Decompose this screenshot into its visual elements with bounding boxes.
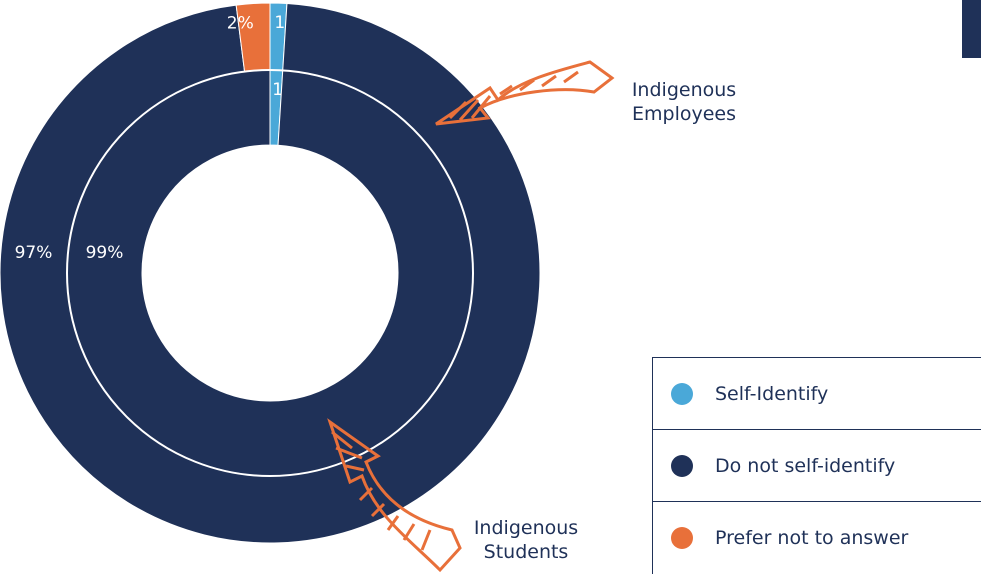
legend-item: Do not self-identify	[653, 430, 981, 502]
corner-tab	[962, 0, 981, 58]
legend-item: Self-Identify	[653, 358, 981, 430]
legend-swatch	[671, 527, 693, 549]
legend-label: Self-Identify	[715, 382, 829, 405]
rings: 1%97%2%1%99%	[0, 2, 541, 544]
segment-label: 97%	[15, 243, 53, 263]
arrow-students	[327, 418, 462, 573]
legend-label: Prefer not to answer	[715, 527, 909, 549]
legend-swatch	[671, 382, 693, 405]
annotation: Indigenous Employees	[631, 79, 737, 125]
legend-label: Do not self-identify	[715, 454, 896, 477]
segment-label: 99%	[86, 243, 124, 263]
annotation: Indigenous Students	[473, 517, 579, 563]
legend: Self-Identify Do not self-identify Prefer …	[652, 357, 981, 574]
segment-label: 2%	[227, 13, 254, 33]
legend-item: Prefer not to answer	[653, 502, 981, 574]
donut-segment	[66, 69, 474, 477]
arrow-employees	[435, 60, 615, 126]
legend-swatch	[671, 454, 693, 477]
ring-separator	[66, 69, 474, 477]
